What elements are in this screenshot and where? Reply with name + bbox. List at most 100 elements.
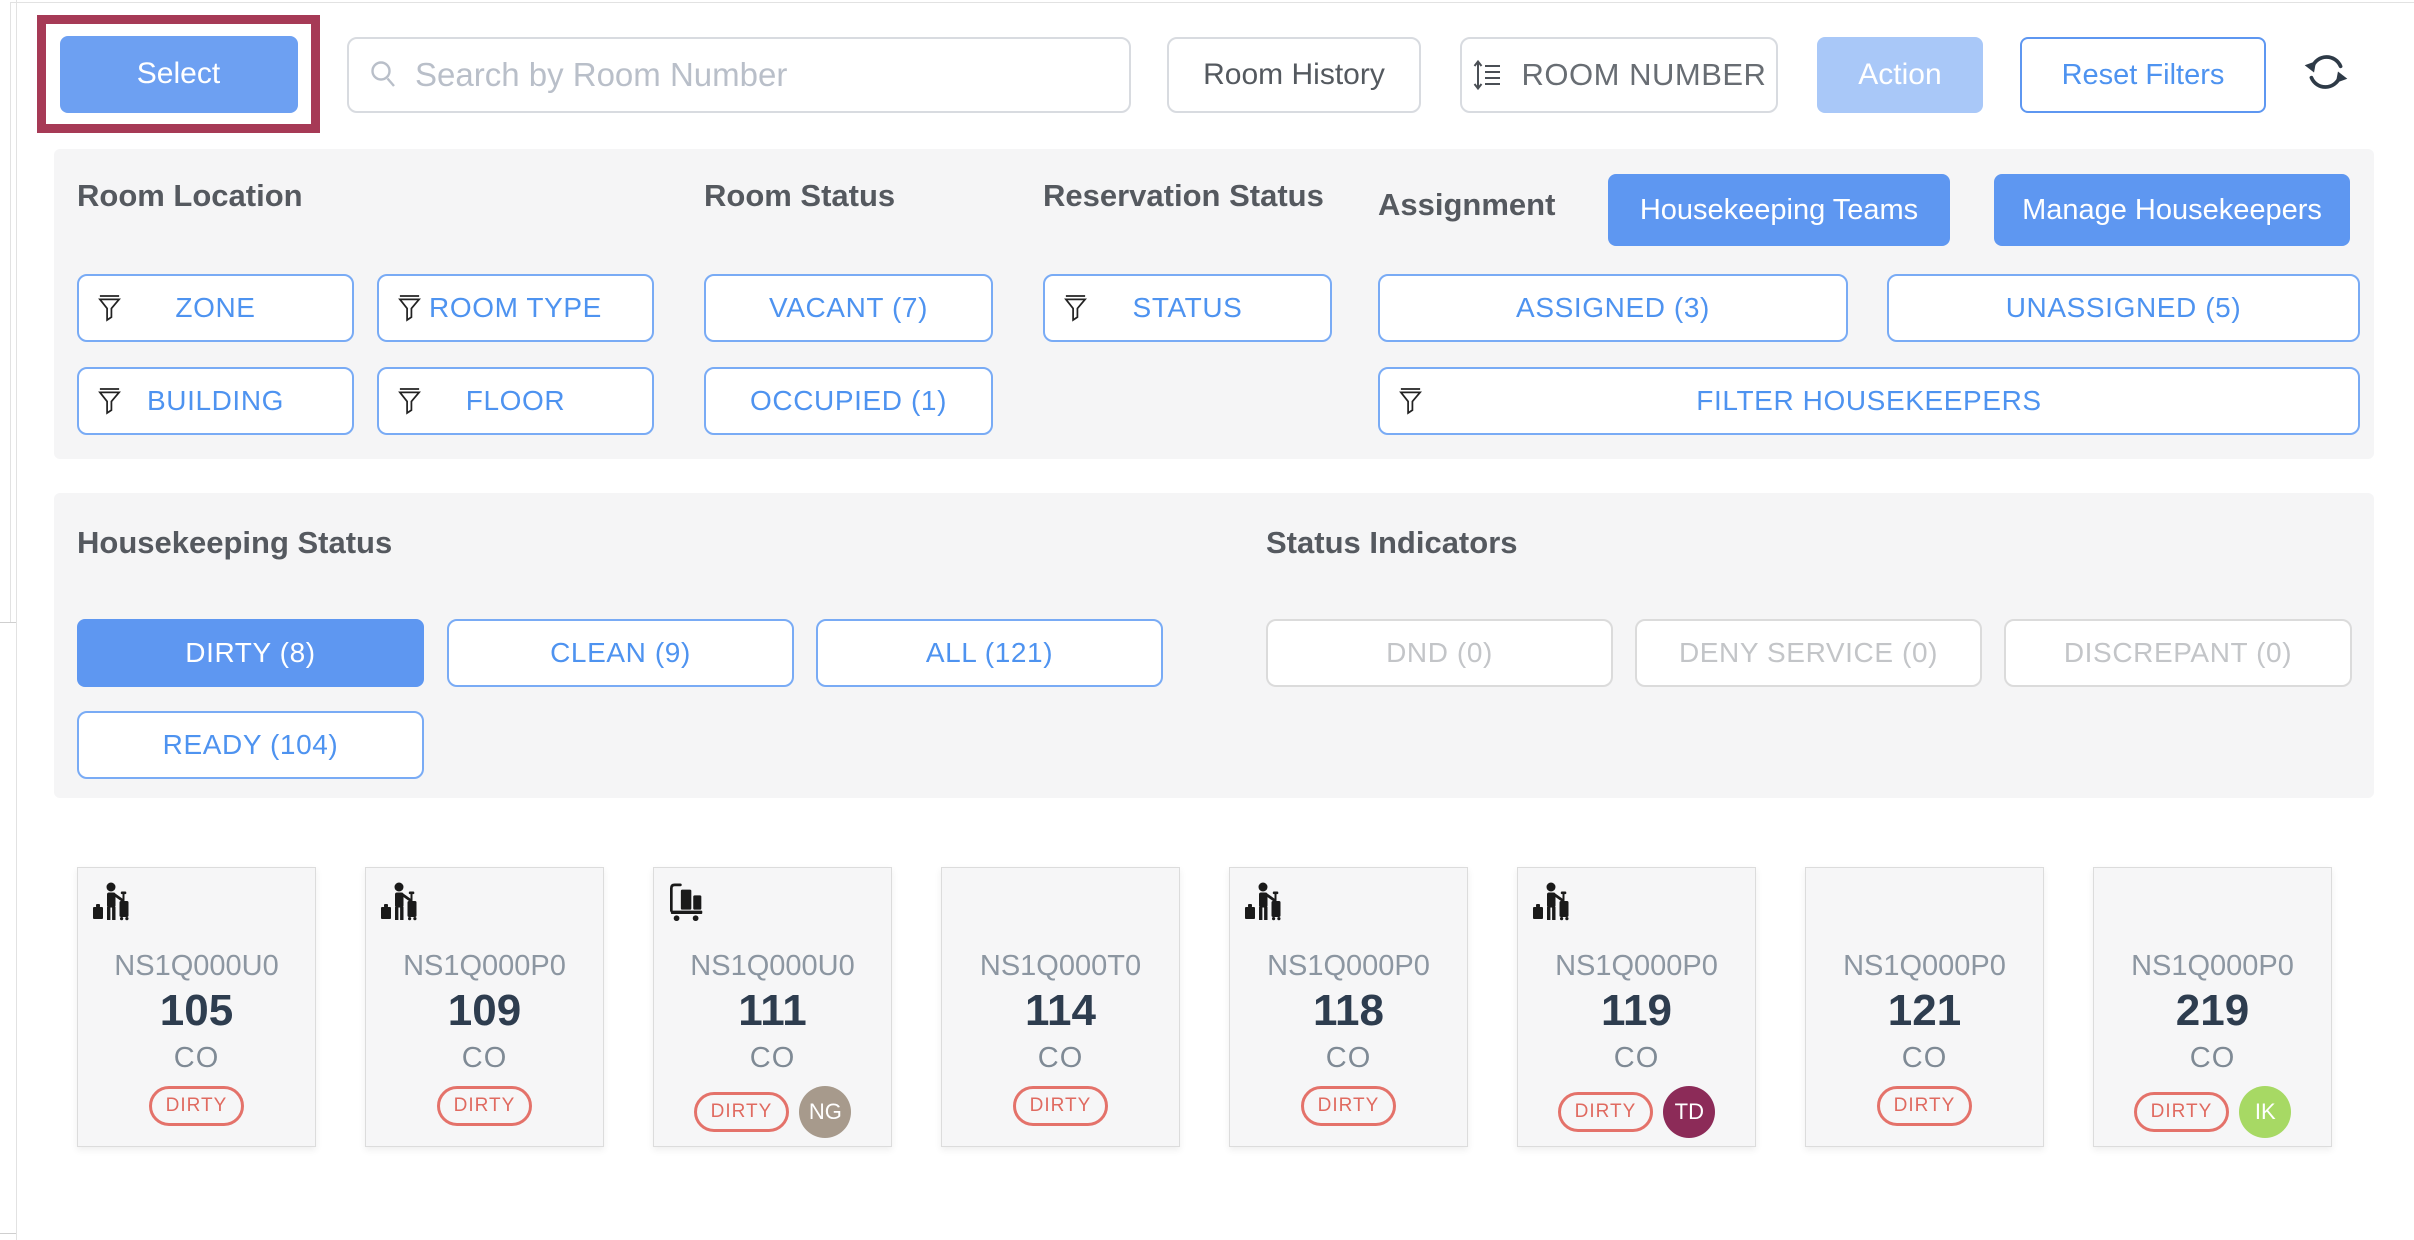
search-input[interactable] xyxy=(347,37,1131,113)
edge-tick-upper xyxy=(0,622,16,623)
room-number: 114 xyxy=(1025,986,1096,1035)
reset-filters-button[interactable]: Reset Filters xyxy=(2020,37,2266,113)
filter-funnel-icon xyxy=(1063,293,1088,323)
filter-funnel-icon xyxy=(97,386,122,416)
room-card-111[interactable]: NS1Q000U0 111 CO DIRTY NG xyxy=(653,867,892,1147)
room-type-code: NS1Q000P0 xyxy=(2131,950,2294,982)
filter-funnel-icon xyxy=(397,293,422,323)
unassigned-filter-button[interactable]: UNASSIGNED (5) xyxy=(1887,274,2360,342)
section-label-room-location: Room Location xyxy=(77,178,303,213)
all-filter-button[interactable]: ALL (121) xyxy=(816,619,1163,687)
room-number: 119 xyxy=(1601,986,1672,1035)
reservation-status-filter-label: STATUS xyxy=(1132,292,1243,323)
edge-tick-lower xyxy=(0,1233,16,1234)
room-type-code: NS1Q000P0 xyxy=(403,950,566,982)
zone-filter-button[interactable]: ZONE xyxy=(77,274,354,342)
ready-filter-label: READY (104) xyxy=(162,729,339,760)
housekeeper-avatar: IK xyxy=(2239,1086,2292,1138)
dirty-filter-button[interactable]: DIRTY (8) xyxy=(77,619,424,687)
occupied-filter-label: OCCUPIED (1) xyxy=(750,385,947,416)
sort-order-icon xyxy=(1472,58,1506,92)
card-badges: DIRTY TD xyxy=(1518,1086,1755,1138)
section-label-assignment: Assignment xyxy=(1378,187,1556,222)
manage-housekeepers-button[interactable]: Manage Housekeepers xyxy=(1994,174,2350,246)
departing-guest-icon xyxy=(1532,881,1572,923)
room-card-118[interactable]: NS1Q000P0 118 CO DIRTY xyxy=(1229,867,1468,1147)
sort-field-label: ROOM NUMBER xyxy=(1521,57,1767,92)
reservation-code: CO xyxy=(749,1042,796,1074)
building-filter-button[interactable]: BUILDING xyxy=(77,367,354,435)
room-card-121[interactable]: NS1Q000P0 121 CO DIRTY xyxy=(1805,867,2044,1147)
discrepant-indicator-label: DISCREPANT (0) xyxy=(2063,637,2293,668)
room-card-119[interactable]: NS1Q000P0 119 CO DIRTY TD xyxy=(1517,867,1756,1147)
room-card-109[interactable]: NS1Q000P0 109 CO DIRTY xyxy=(365,867,604,1147)
status-badge-dirty: DIRTY xyxy=(436,1086,533,1126)
section-label-status-indicators: Status Indicators xyxy=(1266,525,1518,560)
luggage-cart-icon xyxy=(668,881,708,923)
room-type-code: NS1Q000U0 xyxy=(114,950,279,982)
vacant-filter-button[interactable]: VACANT (7) xyxy=(704,274,993,342)
filter-housekeepers-label: FILTER HOUSEKEEPERS xyxy=(1696,385,2042,416)
annotation-highlight: Select xyxy=(37,15,320,133)
unassigned-filter-label: UNASSIGNED (5) xyxy=(2005,292,2242,323)
reservation-code: CO xyxy=(1325,1042,1372,1074)
deny-service-indicator-button[interactable]: DENY SERVICE (0) xyxy=(1635,619,1982,687)
section-label-reservation-status: Reservation Status xyxy=(1043,178,1324,213)
card-badges: DIRTY xyxy=(1806,1086,2043,1126)
card-badges: DIRTY xyxy=(78,1086,315,1126)
status-panel: Housekeeping Status Status Indicators DI… xyxy=(54,493,2374,798)
reservation-code: CO xyxy=(2189,1042,2236,1074)
room-number: 105 xyxy=(159,986,234,1035)
departing-guest-icon xyxy=(92,881,132,923)
section-label-housekeeping-status: Housekeeping Status xyxy=(77,525,393,560)
assigned-filter-label: ASSIGNED (3) xyxy=(1516,292,1710,323)
status-badge-dirty: DIRTY xyxy=(693,1092,790,1132)
reservation-status-filter-button[interactable]: STATUS xyxy=(1043,274,1332,342)
floor-filter-button[interactable]: FLOOR xyxy=(377,367,654,435)
room-history-button[interactable]: Room History xyxy=(1167,37,1421,113)
reservation-code: CO xyxy=(1613,1042,1660,1074)
room-card-219[interactable]: NS1Q000P0 219 CO DIRTY IK xyxy=(2093,867,2332,1147)
filters-panel: Room Location Room Status Reservation St… xyxy=(54,149,2374,459)
occupied-filter-button[interactable]: OCCUPIED (1) xyxy=(704,367,993,435)
sort-button[interactable]: ROOM NUMBER xyxy=(1460,37,1778,113)
room-number: 111 xyxy=(738,986,807,1035)
room-type-code: NS1Q000T0 xyxy=(979,950,1142,982)
departing-guest-icon xyxy=(1244,881,1284,923)
room-card-105[interactable]: NS1Q000U0 105 CO DIRTY xyxy=(77,867,316,1147)
room-number: 118 xyxy=(1313,986,1384,1035)
card-badges: DIRTY IK xyxy=(2094,1086,2331,1138)
filter-funnel-icon xyxy=(97,293,122,323)
dnd-indicator-label: DND (0) xyxy=(1386,637,1493,668)
vacant-filter-label: VACANT (7) xyxy=(769,292,928,323)
room-type-filter-label: ROOM TYPE xyxy=(429,292,602,323)
clean-filter-button[interactable]: CLEAN (9) xyxy=(447,619,794,687)
housekeeper-avatar: NG xyxy=(799,1086,852,1138)
room-type-code: NS1Q000P0 xyxy=(1555,950,1718,982)
clean-filter-label: CLEAN (9) xyxy=(550,637,691,668)
discrepant-indicator-button[interactable]: DISCREPANT (0) xyxy=(2004,619,2352,687)
card-badges: DIRTY NG xyxy=(654,1086,891,1138)
room-card-114[interactable]: NS1Q000T0 114 CO DIRTY xyxy=(941,867,1180,1147)
status-badge-dirty: DIRTY xyxy=(1557,1092,1654,1132)
page-top-edge-line xyxy=(10,2,2414,3)
card-badges: DIRTY xyxy=(942,1086,1179,1126)
room-type-filter-button[interactable]: ROOM TYPE xyxy=(377,274,654,342)
filter-funnel-icon xyxy=(1398,386,1423,416)
status-badge-dirty: DIRTY xyxy=(2133,1092,2230,1132)
section-label-room-status: Room Status xyxy=(704,178,896,213)
select-button[interactable]: Select xyxy=(59,35,298,113)
ready-filter-button[interactable]: READY (104) xyxy=(77,711,424,779)
room-type-code: NS1Q000U0 xyxy=(690,950,855,982)
room-number: 121 xyxy=(1887,986,1962,1035)
filter-housekeepers-button[interactable]: FILTER HOUSEKEEPERS xyxy=(1378,367,2360,435)
assigned-filter-button[interactable]: ASSIGNED (3) xyxy=(1378,274,1848,342)
status-badge-dirty: DIRTY xyxy=(1300,1086,1397,1126)
action-button[interactable]: Action xyxy=(1817,37,1983,113)
housekeeping-teams-button[interactable]: Housekeeping Teams xyxy=(1608,174,1950,246)
dnd-indicator-button[interactable]: DND (0) xyxy=(1266,619,1613,687)
deny-service-indicator-label: DENY SERVICE (0) xyxy=(1678,637,1939,668)
page-left-edge-line xyxy=(10,2,11,622)
refresh-button[interactable] xyxy=(2300,46,2356,102)
search-box xyxy=(347,37,1131,113)
